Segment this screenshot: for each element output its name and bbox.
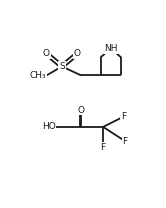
Text: O: O: [78, 106, 85, 115]
Text: HO: HO: [42, 123, 55, 131]
Text: S: S: [59, 62, 65, 71]
Text: NH: NH: [104, 44, 118, 53]
Text: O: O: [74, 49, 81, 58]
Text: F: F: [101, 143, 106, 152]
Text: O: O: [43, 49, 50, 58]
Text: CH₃: CH₃: [30, 71, 46, 80]
Text: F: F: [122, 137, 127, 146]
Text: F: F: [121, 112, 126, 121]
